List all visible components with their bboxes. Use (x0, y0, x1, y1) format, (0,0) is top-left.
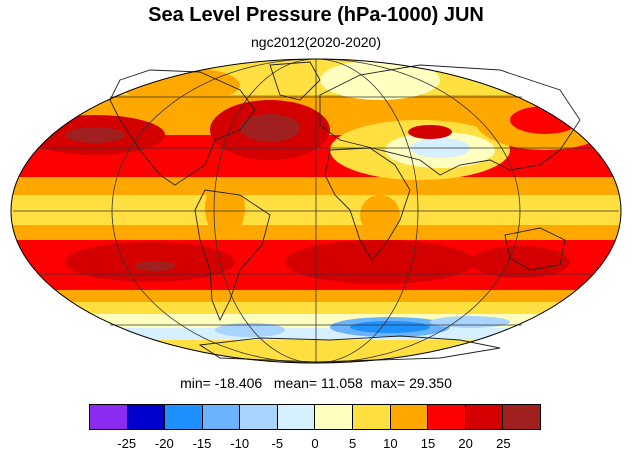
colorbar-swatch (277, 405, 316, 429)
colorbar-swatch (202, 405, 241, 429)
colorbar-tick-label: -25 (117, 436, 137, 451)
colorbar-tick-label: 25 (496, 436, 511, 451)
mean-label: mean= (273, 375, 318, 391)
colorbar-tick-label: 10 (383, 436, 398, 451)
min-value: -18.406 (214, 375, 263, 391)
world-map (10, 58, 622, 364)
colorbar-swatch (165, 405, 203, 429)
colorbar-swatch (390, 405, 429, 429)
colorbar (89, 404, 541, 430)
colorbar-tick-label: 0 (311, 436, 319, 451)
colorbar-swatch (90, 405, 128, 429)
colorbar-tick-label: -5 (271, 436, 284, 451)
map-subtitle: ngc2012(2020-2020) (251, 34, 381, 50)
stats-line: min= -18.406 mean= 11.058 max= 29.350 (0, 375, 632, 391)
map-border (10, 58, 622, 364)
colorbar-tick-label: 5 (349, 436, 357, 451)
mean-value: 11.058 (320, 375, 363, 391)
map-title: Sea Level Pressure (hPa-1000) JUN (148, 4, 484, 26)
colorbar-swatch (465, 405, 504, 429)
colorbar-swatch (503, 405, 540, 429)
colorbar-tick-label: -15 (192, 436, 212, 451)
colorbar-swatch (315, 405, 354, 429)
colorbar-swatch (240, 405, 278, 429)
colorbar-tick-label: -10 (230, 436, 250, 451)
colorbar-swatch (127, 405, 166, 429)
max-value: 29.350 (409, 375, 452, 391)
colorbar-swatch (353, 405, 391, 429)
coastlines (109, 61, 581, 363)
min-label: min= (180, 375, 211, 391)
colorbar-swatch (428, 405, 466, 429)
colorbar-tick-label: 20 (458, 436, 473, 451)
max-label: max= (370, 375, 406, 391)
colorbar-tick-label: 15 (420, 436, 436, 451)
colorbar-tick-label: -20 (154, 436, 174, 451)
colorbar-labels: -25 -20 -15 -10 -5 0 5 10 15 20 25 (89, 436, 541, 454)
